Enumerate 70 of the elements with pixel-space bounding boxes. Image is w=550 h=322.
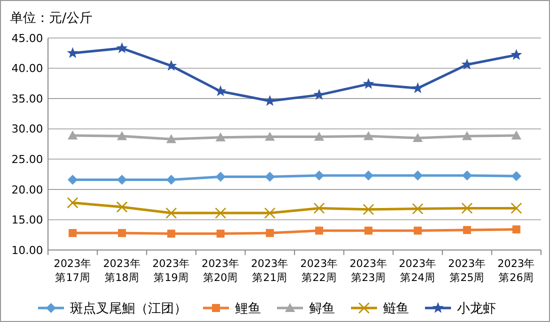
point [314,170,324,180]
x-tick-label: 2023年第24周 [398,258,437,284]
point [68,130,78,140]
point [264,207,276,219]
legend-label: 鲟鱼 [309,302,335,317]
point [462,131,472,140]
x-tick-label: 2023年第20周 [202,258,240,284]
legend-label: 鲤鱼 [235,302,261,317]
point [511,171,522,182]
legend-label: 斑点叉尾鮰（江团） [70,302,187,317]
y-tick-label: 15.00 [12,214,43,227]
chart-title: 单位：元/公斤 [10,11,92,26]
point [463,226,472,234]
point [314,132,324,141]
point [167,230,176,238]
point [68,174,78,185]
point [118,229,126,238]
point [266,229,274,238]
point [214,85,226,96]
point [166,134,176,144]
point [264,172,275,182]
point [67,197,78,208]
x-tick-label: 2023年第17周 [54,258,92,284]
point [362,204,374,216]
legend-label: 鲢鱼 [383,302,409,317]
point [314,202,325,214]
point [216,172,226,182]
point [512,225,520,234]
point [116,42,128,54]
point [166,207,177,219]
point [166,174,176,185]
point [116,174,127,185]
point [461,202,473,214]
point [462,170,472,180]
x-tick-label: 2023年第23周 [350,258,388,284]
point [216,132,226,142]
point [214,207,226,219]
y-tick-label: 30.00 [12,122,43,136]
x-tick-label: 2023年第22周 [300,258,338,284]
y-tick-label: 25.00 [12,152,43,166]
point [363,170,374,180]
point [362,78,374,89]
point [511,130,522,140]
y-tick-label: 35.00 [12,92,43,106]
point [363,131,374,140]
point [315,226,324,235]
legend-label: 小龙虾 [457,302,496,317]
y-tick-label: 45.00 [12,32,43,45]
point [264,132,275,141]
point [66,47,78,58]
x-tick-label: 2023年第18周 [103,258,141,284]
point [412,203,424,214]
point [412,132,423,142]
point [68,229,77,238]
point [116,131,127,140]
y-tick-label: 20.00 [12,183,43,196]
point [364,226,372,235]
y-tick-label: 10.00 [12,244,43,257]
point [414,226,422,235]
y-tick-label: 40.00 [12,62,43,76]
point [510,202,522,214]
point [412,82,424,94]
point [116,201,128,213]
point [412,170,423,180]
x-tick-label: 2023年第26周 [497,258,536,284]
point [216,230,225,238]
x-tick-label: 2023年第21周 [250,258,289,284]
point [510,48,522,60]
x-tick-label: 2023年第25周 [448,258,486,284]
x-tick-label: 2023年第19周 [152,258,190,284]
